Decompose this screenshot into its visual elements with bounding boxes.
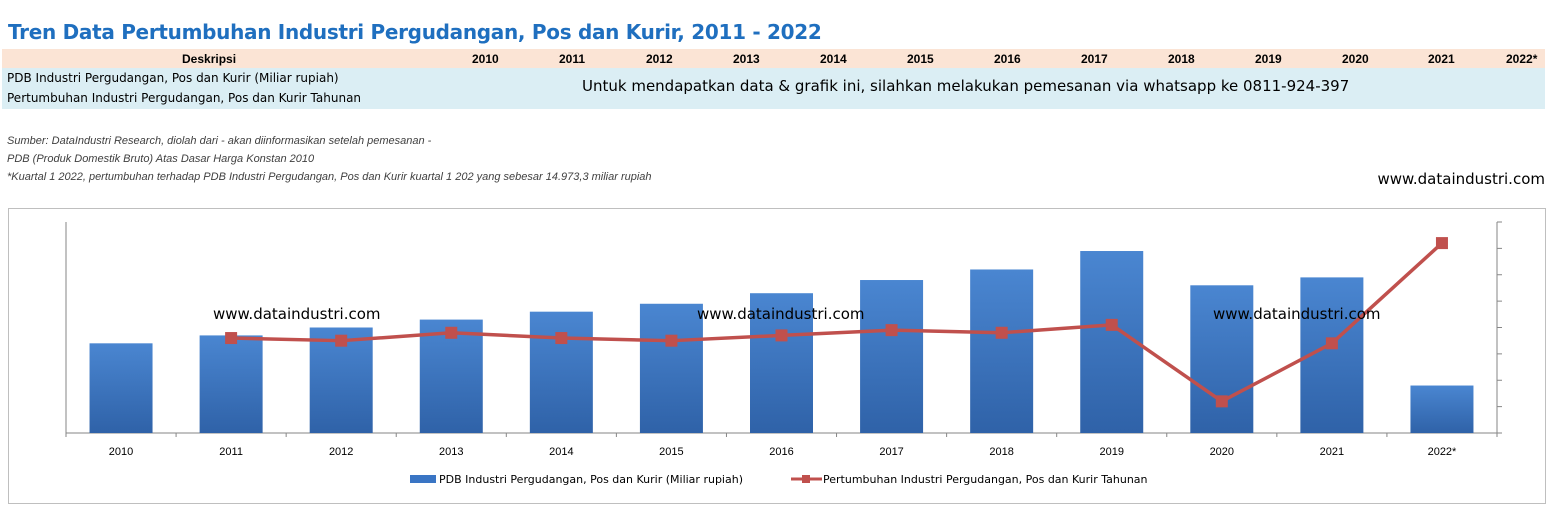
x-tick-label: 2012 bbox=[329, 446, 353, 458]
line-point bbox=[1325, 337, 1338, 350]
legend: PDB Industri Pergudangan, Pos dan Kurir … bbox=[410, 473, 1148, 486]
header-year-2013: 2013 bbox=[733, 52, 760, 66]
line-point bbox=[775, 329, 788, 342]
legend-bar-label: PDB Industri Pergudangan, Pos dan Kurir … bbox=[439, 473, 743, 486]
line-point bbox=[885, 324, 898, 337]
bar bbox=[970, 269, 1034, 433]
line-point bbox=[555, 332, 568, 345]
line-point bbox=[1105, 318, 1118, 331]
watermark: www.dataindustri.com bbox=[697, 305, 865, 323]
line-point bbox=[445, 326, 458, 339]
header-year-2014: 2014 bbox=[820, 52, 847, 66]
row-label-growth: Pertumbuhan Industri Pergudangan, Pos da… bbox=[7, 91, 362, 105]
x-tick-label: 2013 bbox=[439, 446, 463, 458]
header-year-2019: 2019 bbox=[1255, 52, 1282, 66]
bar bbox=[1410, 385, 1474, 433]
x-tick-label: 2022* bbox=[1428, 446, 1457, 458]
header-year-2020: 2020 bbox=[1342, 52, 1369, 66]
line-series bbox=[225, 237, 1448, 408]
source-note: *Kuartal 1 2022, pertumbuhan terhadap PD… bbox=[7, 171, 652, 183]
bar bbox=[199, 335, 263, 433]
table-header: Deskripsi 2010 2011 2012 2013 2014 2015 … bbox=[2, 49, 1545, 68]
header-year-2010: 2010 bbox=[472, 52, 499, 66]
bar bbox=[860, 280, 924, 433]
bar bbox=[639, 303, 703, 433]
chart-frame bbox=[8, 208, 1546, 504]
table-row: PDB Industri Pergudangan, Pos dan Kurir … bbox=[2, 68, 1545, 88]
x-tick-label: 2017 bbox=[879, 446, 903, 458]
legend-line-label: Pertumbuhan Industri Pergudangan, Pos da… bbox=[823, 473, 1148, 486]
line-point bbox=[335, 334, 348, 347]
bar bbox=[750, 293, 813, 433]
header-year-2017: 2017 bbox=[1081, 52, 1108, 66]
header-year-2021: 2021 bbox=[1428, 52, 1455, 66]
line-point bbox=[225, 332, 238, 345]
x-axis-labels: 2010 2011 2012 2013 2014 2015 2016 2017 2018 2019… bbox=[109, 446, 1457, 458]
x-tick-label: 2020 bbox=[1210, 446, 1234, 458]
x-tick-label: 2015 bbox=[659, 446, 683, 458]
header-year-2011: 2011 bbox=[559, 52, 586, 66]
bar bbox=[529, 311, 593, 433]
legend-line-marker bbox=[802, 475, 810, 483]
source-note: PDB (Produk Domestik Bruto) Atas Dasar H… bbox=[7, 153, 315, 165]
order-notice: Untuk mendapatkan data & grafik ini, sil… bbox=[582, 77, 1350, 95]
header-year-2018: 2018 bbox=[1168, 52, 1195, 66]
x-tick-label: 2014 bbox=[549, 446, 573, 458]
x-tick-label: 2011 bbox=[219, 446, 243, 458]
line-point bbox=[995, 326, 1008, 339]
header-year-2012: 2012 bbox=[646, 52, 673, 66]
line-point bbox=[1215, 395, 1228, 408]
website-label: www.dataindustri.com bbox=[1377, 170, 1545, 188]
page-title: Tren Data Pertumbuhan Industri Pergudang… bbox=[8, 20, 822, 44]
line-point bbox=[665, 334, 678, 347]
bar-series bbox=[89, 251, 1474, 433]
header-deskripsi: Deskripsi bbox=[182, 52, 237, 66]
watermark: www.dataindustri.com bbox=[213, 305, 381, 323]
x-tick-label: 2021 bbox=[1320, 446, 1344, 458]
bar bbox=[1190, 285, 1254, 433]
x-tick-label: 2018 bbox=[989, 446, 1013, 458]
line-point bbox=[1435, 237, 1448, 250]
header-year-2022: 2022* bbox=[1506, 52, 1538, 66]
growth-line bbox=[231, 241, 1444, 404]
header-year-2016: 2016 bbox=[994, 52, 1021, 66]
bar bbox=[89, 343, 153, 433]
source-note: Sumber: DataIndustri Research, diolah da… bbox=[7, 135, 432, 147]
bar bbox=[1080, 251, 1144, 433]
legend-bar-swatch bbox=[410, 475, 436, 483]
header-year-2015: 2015 bbox=[907, 52, 934, 66]
watermark: www.dataindustri.com bbox=[1213, 305, 1381, 323]
x-tick-label: 2016 bbox=[769, 446, 793, 458]
x-tick-label: 2019 bbox=[1099, 446, 1123, 458]
x-tick-label: 2010 bbox=[109, 446, 133, 458]
table-row: Pertumbuhan Industri Pergudangan, Pos da… bbox=[2, 88, 1545, 109]
row-label-pdb: PDB Industri Pergudangan, Pos dan Kurir … bbox=[7, 71, 339, 85]
